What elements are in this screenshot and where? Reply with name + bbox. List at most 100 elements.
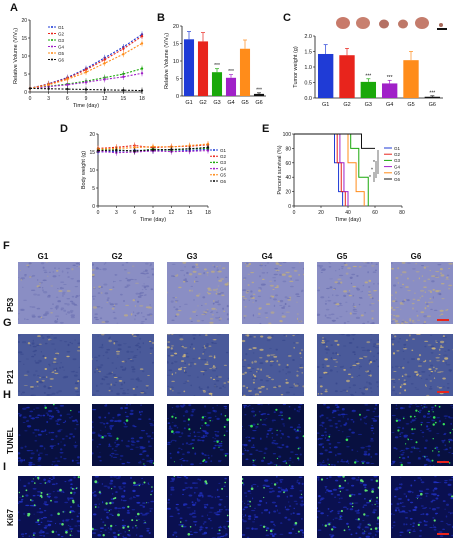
- series-line-G2: [294, 133, 346, 206]
- panel-label-c: C: [283, 12, 291, 24]
- micrograph-ki67-G2: [92, 476, 154, 538]
- chart-a: 0 5 10 15 20 0 3 6 9 12 15 18 Time (day) Relative Vol…: [13, 18, 145, 109]
- legend-label: G1: [394, 146, 401, 151]
- data-point: [140, 72, 144, 75]
- y-tick-label: 20: [173, 24, 179, 30]
- micrograph-p53-G5: [317, 262, 379, 324]
- data-point: [122, 75, 125, 79]
- x-tick-label: 20: [318, 210, 324, 216]
- panel-label-i: I: [3, 461, 7, 473]
- micrograph-p21-G1: [18, 334, 80, 396]
- micrograph-ki67-G5: [317, 476, 379, 538]
- x-tick-label: G4: [386, 102, 393, 108]
- significance-label: ***: [228, 69, 234, 75]
- y-axis-label: Body weight (g): [81, 151, 87, 189]
- bar-G2: [339, 55, 355, 98]
- micrograph-p21-G3: [167, 334, 229, 396]
- bar-G1: [317, 53, 334, 98]
- x-tick-label: 9: [152, 210, 155, 216]
- data-point: [103, 58, 106, 61]
- legend-marker: [213, 155, 215, 158]
- y-tick-label: 80: [285, 146, 291, 152]
- micrograph-p53-G3: [167, 262, 229, 324]
- y-tick-label: 20: [21, 18, 27, 24]
- data-point: [84, 81, 88, 84]
- x-tick-label: 12: [102, 96, 108, 102]
- legend-marker: [213, 167, 215, 170]
- legend-label: G4: [220, 166, 227, 171]
- data-point: [47, 87, 50, 90]
- panel-label-h: H: [3, 389, 11, 401]
- y-tick-label: 15: [173, 42, 179, 48]
- micrograph-p21-G6: [391, 334, 453, 396]
- legend-label: G3: [58, 38, 65, 43]
- row-label-p21: P21: [6, 369, 15, 384]
- bar-G4: [381, 83, 398, 98]
- column-header-G3: G3: [186, 252, 198, 261]
- column-header-G5: G5: [336, 252, 348, 261]
- data-point: [151, 148, 155, 152]
- x-tick-label: 9: [85, 96, 88, 102]
- x-tick-label: G3: [365, 102, 372, 108]
- data-point: [84, 71, 88, 74]
- legend-label: G6: [58, 57, 65, 62]
- legend-marker: [51, 45, 53, 48]
- series-line-G5: [294, 133, 365, 206]
- x-tick-label: G1: [322, 102, 329, 108]
- micrograph-p21-G2: [92, 334, 154, 396]
- y-tick-label: 0.5: [304, 81, 312, 87]
- chart-e: 0 20 40 60 80 100 0 20 40 60 80 Time (day) Percent s…: [277, 132, 405, 223]
- legend-label: G4: [394, 164, 401, 169]
- x-axis-label: Time (day): [140, 217, 166, 223]
- legend-label: G2: [58, 31, 65, 36]
- x-tick-label: G6: [429, 102, 436, 108]
- x-axis-label: Time (day): [73, 103, 99, 109]
- data-point: [151, 145, 155, 148]
- micrograph-tunel-G6: [391, 404, 453, 466]
- x-tick-label: 40: [345, 210, 351, 216]
- bar-G3: [211, 72, 223, 96]
- legend-label: G5: [394, 171, 401, 176]
- x-tick-label: 6: [66, 96, 69, 102]
- series-line-G6: [294, 133, 375, 149]
- x-tick-label: 6: [133, 210, 136, 216]
- x-tick-label: 18: [139, 96, 145, 102]
- data-point: [66, 78, 69, 81]
- panel-label-g: G: [3, 317, 12, 329]
- legend-label: G2: [220, 154, 227, 159]
- y-axis-label: Percent survival (%): [277, 145, 283, 194]
- y-axis-label: Tumor weight (g): [293, 46, 299, 88]
- micrograph-ki67-G4: [242, 476, 304, 538]
- x-tick-label: 0: [29, 96, 32, 102]
- micrograph-tunel-G4: [242, 404, 304, 466]
- series-line-G1: [294, 133, 344, 206]
- column-header-G1: G1: [37, 252, 49, 261]
- data-point: [28, 87, 32, 90]
- data-point: [133, 146, 136, 149]
- legend-marker: [213, 180, 215, 182]
- legend-marker: [51, 26, 53, 28]
- y-tick-label: 0: [92, 204, 95, 210]
- y-tick-label: 10: [21, 54, 27, 60]
- data-point: [84, 88, 88, 91]
- bar-G6: [424, 96, 441, 98]
- data-point: [140, 67, 144, 70]
- legend-marker: [51, 52, 53, 54]
- y-tick-label: 2.0: [304, 34, 312, 40]
- series-line-G3: [294, 133, 369, 206]
- y-tick-label: 15: [89, 150, 95, 156]
- bar-G4: [225, 77, 237, 96]
- legend-label: G1: [220, 148, 227, 153]
- data-point: [188, 144, 191, 147]
- micrograph-tunel-G3: [167, 404, 229, 466]
- x-tick-label: G4: [227, 100, 234, 106]
- panel-label-f: F: [3, 240, 10, 252]
- legend-label: G5: [220, 173, 227, 178]
- y-tick-label: 5: [92, 186, 95, 192]
- legend-label: G5: [58, 51, 65, 56]
- x-tick-label: 12: [169, 210, 175, 216]
- micrograph-tunel-G2: [92, 404, 154, 466]
- data-point: [103, 88, 106, 92]
- data-point: [140, 35, 144, 38]
